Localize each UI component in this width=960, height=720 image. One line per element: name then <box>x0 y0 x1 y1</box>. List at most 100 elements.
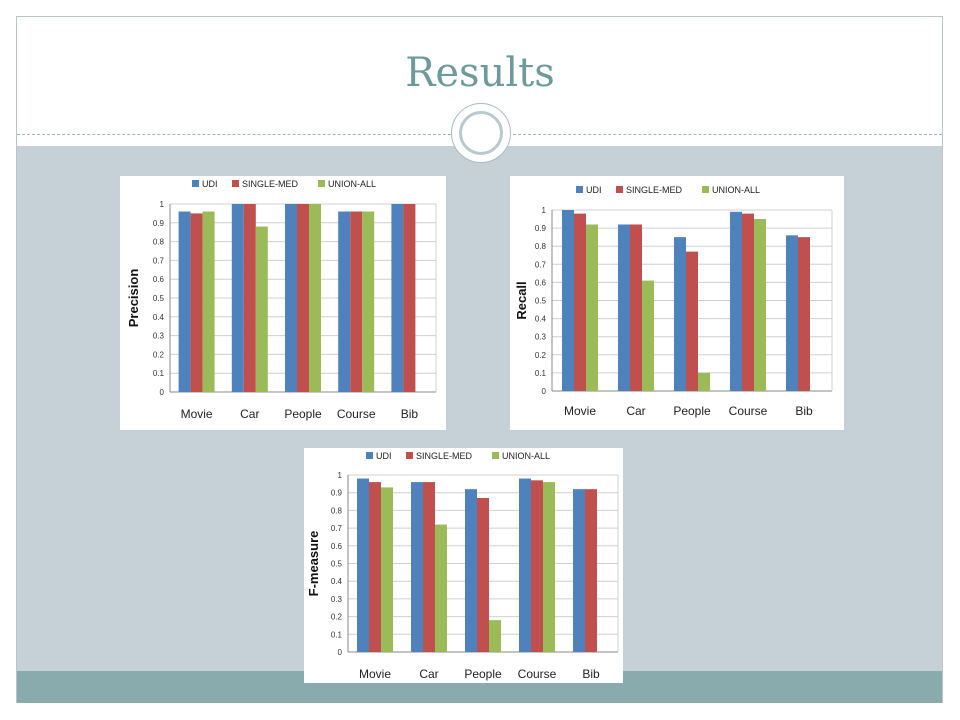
legend-swatch-single-med <box>406 452 413 459</box>
y-tick-label: 0 <box>542 387 547 396</box>
y-tick-label: 0.7 <box>153 256 165 265</box>
recall-chart: 0 0.1 0.2 0.3 0.4 0.5 0.6 0.7 0.8 0.9 1 Movie Car Peo… <box>510 176 844 430</box>
bar-udi-people <box>465 489 477 652</box>
y-tick-label: 0.8 <box>331 506 343 515</box>
bar-udi-movie <box>357 478 369 652</box>
x-tick-label: Movie <box>359 667 391 681</box>
x-tick-label: People <box>673 404 711 418</box>
y-tick-label: 0.3 <box>331 595 343 604</box>
legend-swatch-union-all <box>318 180 325 187</box>
x-tick-label: Car <box>626 404 645 418</box>
bar-udi-car <box>411 482 423 652</box>
x-tick-label: People <box>464 667 502 681</box>
x-tick-label: Bib <box>795 404 813 418</box>
x-tick-label: Course <box>337 407 376 421</box>
bar-udi-course <box>338 211 351 392</box>
y-tick-label: 0.6 <box>331 542 343 551</box>
divider-ornament <box>451 103 511 163</box>
bar-udi-car <box>231 204 244 392</box>
y-tick-label: 0.8 <box>153 238 165 247</box>
x-tick-label: Movie <box>564 404 596 418</box>
bar-single-med-bib <box>798 237 810 391</box>
bar-single-med-car <box>423 482 435 652</box>
bar-udi-movie <box>562 210 574 391</box>
legend-label-single-med: SINGLE-MED <box>416 451 473 461</box>
y-tick-label: 0.2 <box>153 350 165 359</box>
y-tick-label: 0.9 <box>331 489 343 498</box>
bar-udi-car <box>618 224 630 391</box>
y-tick-label: 0.3 <box>535 333 547 342</box>
bar-union-all-car <box>642 280 654 391</box>
bar-udi-people <box>674 237 686 391</box>
bar-union-all-movie <box>381 487 393 652</box>
y-tick-label: 0.1 <box>153 369 165 378</box>
bar-udi-bib <box>786 235 798 391</box>
legend-swatch-udi <box>576 186 583 193</box>
bar-single-med-course <box>742 213 754 391</box>
x-tick-label: People <box>284 407 322 421</box>
y-tick-label: 0.4 <box>331 577 343 586</box>
x-tick-label: Movie <box>181 407 213 421</box>
y-tick-label: 0.9 <box>153 219 165 228</box>
y-tick-label: 0.2 <box>535 351 547 360</box>
x-tick-label: Bib <box>582 667 600 681</box>
x-tick-label: Car <box>419 667 438 681</box>
bar-udi-bib <box>573 489 585 652</box>
bar-single-med-movie <box>574 213 586 391</box>
y-tick-label: 0 <box>160 388 165 397</box>
y-tick-label: 1 <box>160 200 165 209</box>
y-tick-label: 1 <box>542 206 547 215</box>
bar-single-med-movie <box>190 213 203 392</box>
slide-title: Results <box>405 50 555 96</box>
x-tick-label: Car <box>240 407 259 421</box>
legend-swatch-single-med <box>616 186 623 193</box>
bar-single-med-course <box>350 211 363 392</box>
f-measure-chart: 0 0.1 0.2 0.3 0.4 0.5 0.6 0.7 0.8 0.9 1 Movie Car Peo… <box>304 448 623 683</box>
bar-udi-movie <box>178 211 191 392</box>
bar-single-med-people <box>477 498 489 652</box>
bar-union-all-people <box>309 204 321 392</box>
legend-label-single-med: SINGLE-MED <box>626 185 683 195</box>
bar-single-med-course <box>531 480 543 652</box>
y-tick-label: 0.5 <box>535 297 547 306</box>
bar-single-med-bib <box>585 489 597 652</box>
y-tick-label: 0.6 <box>153 275 165 284</box>
y-tick-label: 0.6 <box>535 278 547 287</box>
y-tick-label: 0.1 <box>535 369 547 378</box>
bar-single-med-bib <box>403 204 416 392</box>
y-tick-label: 0.8 <box>535 242 547 251</box>
y-tick-label: 0.7 <box>331 524 343 533</box>
y-tick-label: 0.5 <box>153 294 165 303</box>
y-axis-label: Recall <box>514 281 529 319</box>
bar-union-all-movie <box>586 224 598 391</box>
legend-label-single-med: SINGLE-MED <box>242 179 299 189</box>
legend-label-udi: UDI <box>586 185 602 195</box>
legend-label-udi: UDI <box>202 179 218 189</box>
x-tick-label: Course <box>518 667 557 681</box>
legend-label-union-all: UNION-ALL <box>502 451 550 461</box>
legend-label-union-all: UNION-ALL <box>712 185 760 195</box>
bar-udi-people <box>285 204 297 392</box>
y-tick-label: 0.4 <box>153 313 165 322</box>
legend-swatch-single-med <box>232 180 239 187</box>
x-tick-label: Bib <box>401 407 419 421</box>
bar-udi-bib <box>391 204 404 392</box>
x-tick-label: Course <box>729 404 768 418</box>
legend-swatch-udi <box>192 180 199 187</box>
bar-single-med-car <box>243 204 256 392</box>
bar-union-all-car <box>255 226 268 392</box>
precision-chart: 0 0.1 0.2 0.3 0.4 0.5 0.6 0.7 0.8 0.9 1 Movie Car Peo… <box>120 176 446 430</box>
bar-single-med-movie <box>369 482 381 652</box>
bar-union-all-movie <box>202 211 215 392</box>
bar-union-all-car <box>435 524 447 652</box>
y-tick-label: 1 <box>338 471 343 480</box>
y-axis-label: Precision <box>126 269 141 328</box>
bar-union-all-people <box>489 620 501 652</box>
bar-single-med-people <box>686 251 698 391</box>
legend-swatch-union-all <box>702 186 709 193</box>
bar-udi-course <box>519 478 531 652</box>
bar-single-med-people <box>297 204 309 392</box>
legend-label-udi: UDI <box>376 451 392 461</box>
y-tick-label: 0.1 <box>331 630 343 639</box>
bar-udi-course <box>730 211 742 391</box>
